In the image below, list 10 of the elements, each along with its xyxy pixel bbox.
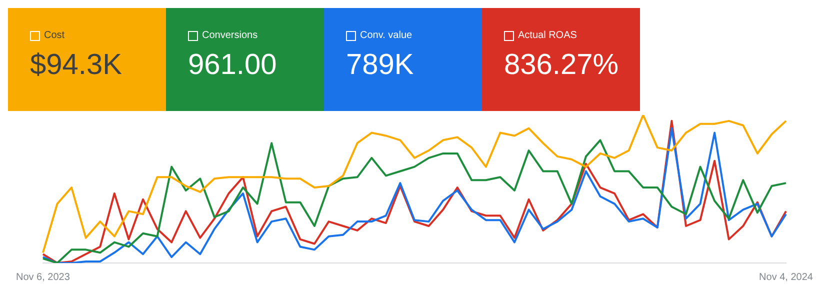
- x-tick-label: Nov 4, 2024: [759, 272, 814, 283]
- legend-label: Actual ROAS: [518, 30, 577, 41]
- text: 836.27%: [504, 49, 620, 82]
- text: 961.00: [188, 49, 278, 82]
- legend-label: Conv. value: [360, 30, 412, 41]
- x-tick-label: Nov 6, 2023: [16, 272, 70, 283]
- legend-label: Conversions: [202, 30, 258, 41]
- legend-label: Cost: [44, 30, 65, 41]
- text: 789K: [346, 49, 415, 82]
- text: $94.3K: [30, 49, 123, 82]
